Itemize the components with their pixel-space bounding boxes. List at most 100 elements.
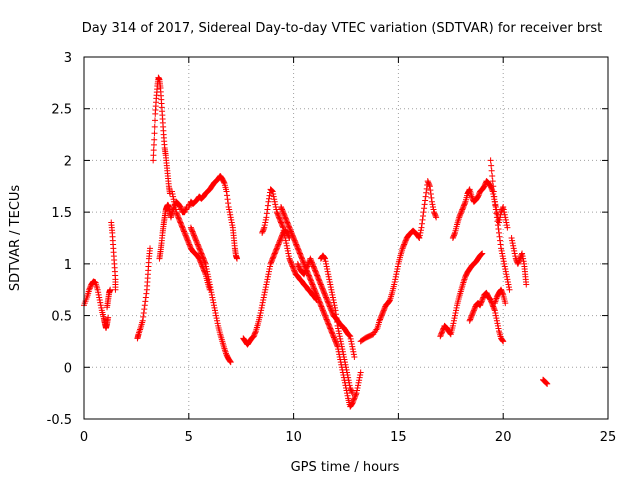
data-point	[321, 290, 328, 297]
data-point	[456, 214, 463, 221]
data-point	[504, 278, 511, 285]
data-point	[316, 298, 323, 305]
data-point	[341, 356, 348, 363]
data-point	[192, 235, 199, 241]
data-point	[331, 302, 338, 309]
data-point	[488, 167, 495, 174]
data-point	[175, 215, 182, 222]
data-point	[337, 338, 344, 345]
data-point	[193, 237, 200, 244]
x-tick-label: 20	[495, 430, 512, 445]
data-point	[471, 306, 478, 313]
data-point	[265, 198, 272, 205]
data-point	[185, 203, 192, 210]
data-point	[176, 216, 183, 223]
data-point	[381, 304, 388, 311]
data-point	[278, 205, 285, 212]
data-point	[192, 236, 199, 243]
y-tick-label: 1.5	[51, 206, 72, 221]
data-point	[295, 246, 302, 253]
data-point	[490, 303, 497, 310]
data-point	[150, 141, 157, 148]
y-tick-label: -0.5	[47, 413, 72, 428]
data-point	[392, 276, 399, 283]
data-point	[271, 251, 278, 258]
data-point	[457, 211, 464, 218]
data-point	[492, 309, 499, 316]
data-point	[514, 260, 521, 267]
data-point	[469, 309, 476, 316]
data-point	[186, 202, 193, 209]
data-point	[349, 346, 356, 353]
data-point	[276, 215, 283, 222]
data-point	[272, 203, 279, 210]
data-point	[191, 233, 198, 240]
data-point	[298, 255, 305, 262]
data-point	[209, 297, 216, 304]
data-point	[277, 236, 284, 243]
data-point	[326, 324, 333, 331]
data-point	[458, 209, 465, 216]
data-point	[195, 242, 202, 249]
data-point	[477, 300, 484, 307]
data-point	[349, 390, 356, 397]
data-point	[461, 201, 468, 208]
data-point	[139, 317, 146, 324]
data-point	[327, 284, 334, 291]
data-point	[205, 273, 212, 280]
data-point	[224, 196, 231, 203]
data-point	[290, 266, 297, 273]
data-point	[325, 300, 332, 307]
data-point	[291, 237, 298, 244]
data-point	[511, 247, 518, 254]
data-point	[376, 317, 383, 324]
data-point	[97, 302, 104, 309]
data-point	[194, 240, 201, 247]
data-point	[152, 117, 159, 124]
data-point	[208, 289, 215, 296]
data-point	[449, 235, 456, 241]
data-point	[189, 229, 196, 236]
data-point	[193, 238, 200, 245]
data-point	[505, 284, 512, 291]
data-point	[274, 242, 281, 249]
data-point	[177, 220, 184, 227]
data-point	[258, 304, 265, 311]
data-point	[402, 238, 409, 245]
data-point	[343, 364, 349, 371]
data-point	[202, 259, 209, 266]
data-point	[379, 311, 386, 318]
data-point	[316, 278, 323, 285]
data-point	[279, 206, 286, 213]
data-point	[349, 400, 356, 407]
data-layer	[81, 74, 551, 410]
data-point	[329, 291, 336, 298]
data-point	[180, 227, 187, 234]
data-point	[151, 136, 158, 143]
data-point	[170, 193, 177, 200]
data-point	[289, 263, 296, 270]
data-point	[344, 390, 351, 397]
data-point	[340, 353, 347, 360]
data-point	[460, 202, 467, 209]
data-point	[427, 191, 434, 198]
data-point	[317, 281, 324, 288]
data-point	[519, 253, 526, 260]
data-point	[319, 285, 326, 292]
data-point	[181, 229, 188, 236]
data-point	[429, 203, 436, 210]
data-point	[422, 193, 429, 200]
data-point	[493, 210, 500, 217]
data-point	[191, 232, 198, 239]
data-point	[491, 198, 498, 205]
data-point	[426, 181, 433, 188]
data-point	[318, 282, 325, 289]
data-point	[208, 291, 215, 298]
data-point	[306, 275, 313, 282]
data-point	[182, 207, 189, 214]
data-point	[476, 191, 483, 198]
data-point	[329, 331, 336, 338]
data-point	[423, 189, 430, 196]
data-point	[263, 214, 270, 221]
